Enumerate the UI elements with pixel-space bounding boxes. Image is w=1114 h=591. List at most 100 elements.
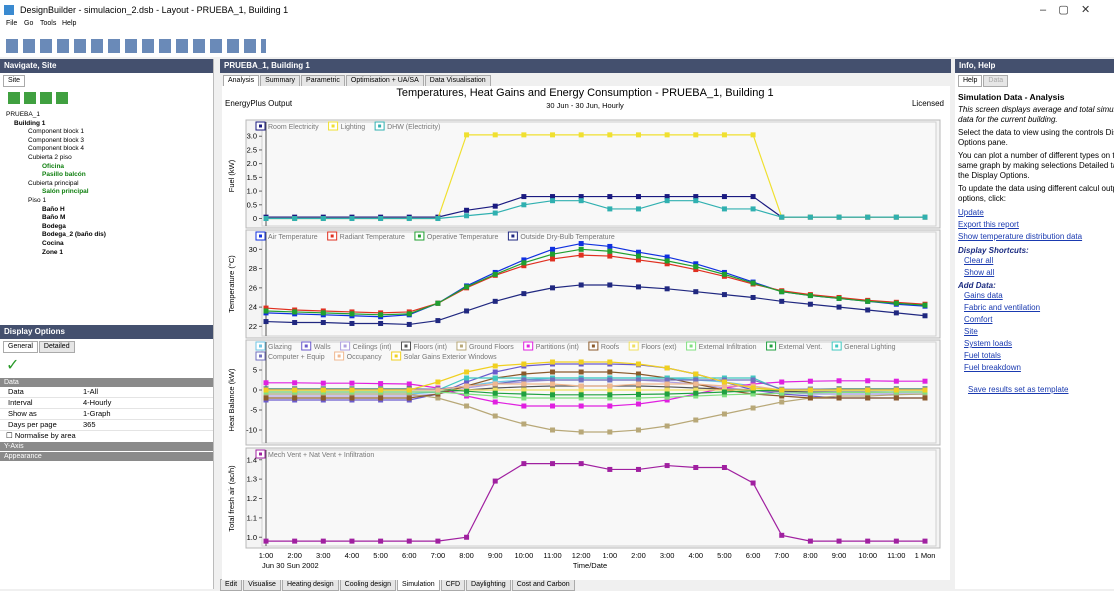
option-value[interactable]: 4-Hourly bbox=[83, 398, 112, 407]
tree-item[interactable]: Component block 1 bbox=[28, 128, 85, 136]
tree-item[interactable]: Baño H bbox=[42, 205, 65, 213]
tree-item[interactable]: Cubierta principal bbox=[28, 179, 79, 187]
data-point bbox=[378, 312, 384, 318]
help-link[interactable]: Export this report bbox=[958, 220, 1019, 229]
tab[interactable]: Daylighting bbox=[466, 579, 511, 591]
tree-item[interactable]: Component block 3 bbox=[28, 136, 85, 144]
tab[interactable]: Detailed bbox=[38, 341, 75, 353]
legend-item: Mech Vent + Nat Vent + Infiltration bbox=[255, 449, 374, 459]
legend-label: Roofs bbox=[601, 344, 620, 351]
tab[interactable]: Data bbox=[983, 75, 1009, 87]
window-controls[interactable]: – ▢ ✕ bbox=[1040, 4, 1091, 16]
data-point bbox=[635, 132, 641, 138]
help-link[interactable]: Update bbox=[958, 208, 984, 217]
tab[interactable]: Cost and Carbon bbox=[511, 579, 575, 591]
data-point bbox=[664, 365, 670, 371]
data-point bbox=[721, 411, 727, 417]
checkbox[interactable]: ☐ Normalise by area bbox=[6, 431, 76, 440]
option-value[interactable]: 1-Graph bbox=[83, 409, 111, 418]
tab[interactable]: General bbox=[3, 341, 38, 353]
help-link[interactable]: System loads bbox=[964, 339, 1013, 348]
help-link[interactable]: Fuel totals bbox=[964, 351, 1001, 360]
tree-item[interactable]: Salón principal bbox=[42, 188, 89, 196]
tree-item[interactable]: Building 1 bbox=[14, 119, 46, 127]
legend-item: Operative Temperature bbox=[414, 231, 498, 241]
toolbar-icons[interactable] bbox=[6, 39, 266, 53]
nav-icons[interactable] bbox=[0, 89, 213, 111]
data-point bbox=[836, 304, 842, 310]
data-point bbox=[521, 391, 527, 397]
section-header[interactable]: Appearance bbox=[0, 452, 213, 461]
data-point bbox=[378, 538, 384, 544]
help-link[interactable]: Fuel breakdown bbox=[964, 363, 1021, 372]
data-point bbox=[578, 383, 584, 389]
help-link[interactable]: Show all bbox=[964, 268, 995, 277]
data-point bbox=[807, 293, 813, 299]
y-tick-label: 3.0 bbox=[247, 132, 257, 141]
section-header[interactable]: Data bbox=[0, 378, 213, 387]
menu[interactable]: File bbox=[6, 20, 18, 27]
data-point bbox=[779, 399, 785, 405]
tab[interactable]: Cooling design bbox=[339, 579, 396, 591]
tab[interactable]: Heating design bbox=[281, 579, 339, 591]
tab[interactable]: CFD bbox=[440, 579, 466, 591]
tab[interactable]: Visualise bbox=[243, 579, 281, 591]
legend-marker bbox=[511, 234, 515, 238]
help-link[interactable]: Clear all bbox=[964, 256, 994, 265]
x-tick-label: 3:00 bbox=[316, 551, 331, 560]
help-title: Simulation Data - Analysis bbox=[958, 92, 1065, 102]
data-point bbox=[406, 387, 412, 393]
help-link[interactable]: Gains data bbox=[964, 291, 1003, 300]
tree-item[interactable]: Cocina bbox=[42, 239, 64, 247]
ok-check[interactable]: ✓ bbox=[6, 357, 20, 374]
help-link[interactable]: Fabric and ventilation bbox=[964, 303, 1041, 312]
menu[interactable]: Help bbox=[62, 20, 77, 27]
data-point bbox=[521, 387, 527, 393]
data-point bbox=[865, 387, 871, 393]
tree-item[interactable]: Zone 1 bbox=[42, 248, 63, 256]
data-point bbox=[263, 319, 269, 325]
app-icon bbox=[4, 5, 14, 15]
help-text: You can plot a number of different types… bbox=[958, 151, 1114, 180]
menu[interactable]: Go bbox=[24, 20, 34, 27]
series-line bbox=[265, 284, 926, 326]
y-tick-label: 1.3 bbox=[247, 475, 257, 484]
tree-item[interactable]: Cubierta 2 piso bbox=[28, 153, 72, 161]
help-link[interactable]: Site bbox=[964, 327, 978, 336]
menu[interactable]: Tools bbox=[40, 20, 57, 27]
tree-item[interactable]: PRUEBA_1 bbox=[6, 111, 40, 118]
data-point bbox=[693, 465, 699, 470]
data-point bbox=[435, 538, 441, 544]
tree-item[interactable]: Pasillo balcón bbox=[42, 171, 86, 179]
option-value[interactable]: 1-All bbox=[83, 387, 99, 396]
tab[interactable]: Simulation bbox=[396, 579, 440, 591]
tab[interactable]: Help bbox=[958, 75, 983, 87]
tree-item[interactable]: Oficina bbox=[42, 162, 65, 170]
data-point bbox=[578, 461, 584, 467]
data-point bbox=[693, 371, 699, 377]
series-line bbox=[265, 248, 926, 316]
help-link[interactable]: Save results set as template bbox=[968, 385, 1069, 394]
data-point bbox=[550, 256, 556, 262]
help-link[interactable]: Comfort bbox=[964, 315, 993, 324]
tree-item[interactable]: Piso 1 bbox=[28, 196, 47, 204]
tree-item[interactable]: Bodega_2 (baño dis) bbox=[42, 231, 106, 239]
series-line bbox=[266, 380, 925, 407]
section-header[interactable]: Y-Axis bbox=[0, 442, 213, 451]
help-link[interactable]: Show temperature distribution data bbox=[958, 232, 1083, 241]
tree-item[interactable]: Component block 4 bbox=[28, 145, 85, 153]
legend-label: DHW (Electricity) bbox=[387, 124, 440, 131]
legend-label: Solar Gains Exterior Windows bbox=[404, 354, 497, 361]
tree-item[interactable]: Baño M bbox=[42, 214, 66, 222]
tab[interactable]: Site bbox=[3, 75, 26, 87]
data-point bbox=[664, 391, 670, 397]
legend-item: Lighting bbox=[328, 121, 365, 131]
tab[interactable]: Edit bbox=[220, 579, 243, 591]
legend-label: General Lighting bbox=[844, 344, 895, 351]
tree-item[interactable]: Bodega bbox=[42, 222, 66, 230]
x-tick-label: 4:00 bbox=[345, 551, 360, 560]
data-point bbox=[750, 194, 756, 200]
option-value[interactable]: 365 bbox=[83, 420, 96, 429]
help-panel: Info, Help Help Data Simulation Data - An… bbox=[955, 59, 1114, 589]
